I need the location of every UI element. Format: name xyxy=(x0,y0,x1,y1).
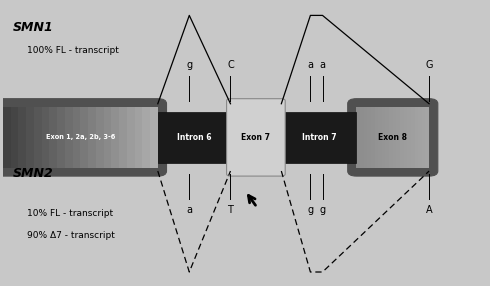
Bar xyxy=(411,107,415,168)
Text: A: A xyxy=(426,205,432,215)
Text: T: T xyxy=(227,205,233,215)
Bar xyxy=(374,107,378,168)
Text: 10% FL - transcript: 10% FL - transcript xyxy=(27,209,113,218)
Bar xyxy=(127,107,135,168)
Text: Exon 1, 2a, 2b, 3-6: Exon 1, 2a, 2b, 3-6 xyxy=(46,134,115,140)
Text: Intron 6: Intron 6 xyxy=(177,133,211,142)
Bar xyxy=(150,107,158,168)
Bar xyxy=(382,107,386,168)
Bar xyxy=(281,112,356,163)
Bar xyxy=(142,107,150,168)
Bar xyxy=(135,107,142,168)
Text: Exon 8: Exon 8 xyxy=(378,133,407,142)
Text: Intron 7: Intron 7 xyxy=(301,133,336,142)
Bar xyxy=(400,107,404,168)
Bar xyxy=(360,107,364,168)
Bar xyxy=(42,107,49,168)
Text: g: g xyxy=(319,205,325,215)
Text: SMN1: SMN1 xyxy=(12,21,53,34)
Bar xyxy=(10,107,18,168)
Bar xyxy=(88,107,96,168)
Text: SMN2: SMN2 xyxy=(12,167,53,180)
Bar xyxy=(407,107,411,168)
Text: a: a xyxy=(307,60,314,70)
FancyBboxPatch shape xyxy=(348,99,438,176)
Bar xyxy=(111,107,119,168)
Text: g: g xyxy=(186,60,193,70)
Bar xyxy=(404,107,407,168)
Text: g: g xyxy=(307,205,314,215)
Bar xyxy=(425,107,429,168)
Text: 90% Δ7 - transcript: 90% Δ7 - transcript xyxy=(27,231,115,240)
Bar xyxy=(80,107,88,168)
Bar xyxy=(96,107,103,168)
Bar xyxy=(119,107,127,168)
Bar xyxy=(415,107,418,168)
Bar xyxy=(18,107,26,168)
Bar xyxy=(422,107,425,168)
FancyBboxPatch shape xyxy=(226,99,285,176)
Bar xyxy=(389,107,393,168)
Bar xyxy=(378,107,382,168)
Text: a: a xyxy=(319,60,325,70)
Bar xyxy=(371,107,374,168)
Bar xyxy=(73,107,80,168)
Bar xyxy=(57,107,65,168)
Bar xyxy=(393,107,396,168)
Text: a: a xyxy=(186,205,192,215)
FancyBboxPatch shape xyxy=(0,99,167,176)
Bar xyxy=(158,112,230,163)
Bar xyxy=(418,107,422,168)
Text: Exon 7: Exon 7 xyxy=(242,133,270,142)
Text: C: C xyxy=(227,60,234,70)
Bar xyxy=(368,107,371,168)
Bar xyxy=(103,107,111,168)
Bar xyxy=(356,107,360,168)
Bar xyxy=(65,107,73,168)
Bar xyxy=(26,107,34,168)
Text: G: G xyxy=(425,60,433,70)
Text: 100% FL - transcript: 100% FL - transcript xyxy=(27,46,119,55)
Bar xyxy=(364,107,368,168)
Bar xyxy=(3,107,10,168)
Bar xyxy=(386,107,389,168)
Bar xyxy=(49,107,57,168)
Bar xyxy=(396,107,400,168)
Bar xyxy=(34,107,42,168)
